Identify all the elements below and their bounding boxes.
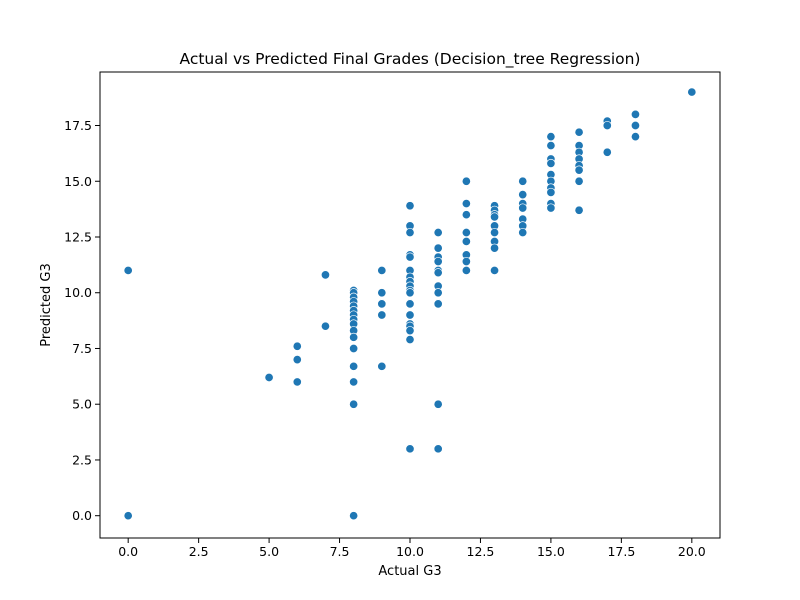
x-tick-label: 10.0 — [396, 544, 424, 559]
data-point — [518, 203, 528, 213]
data-point — [546, 132, 556, 142]
data-point — [377, 288, 387, 298]
data-point — [433, 268, 443, 278]
data-point — [461, 199, 471, 209]
data-point — [461, 265, 471, 275]
data-point — [461, 236, 471, 247]
data-point — [602, 147, 612, 157]
data-point — [489, 265, 500, 275]
plot-area: 0.0 2.5 5.0 7.5 10.0 12.5 15.0 17.5 20.0 0.0 2.5 5… — [64, 71, 721, 559]
y-tick-label: 5.0 — [72, 397, 92, 412]
data-point — [377, 310, 387, 320]
data-point — [546, 203, 556, 213]
x-tick-label: 15.0 — [537, 544, 565, 559]
data-point — [433, 256, 443, 267]
data-point — [602, 120, 612, 131]
data-point — [377, 299, 387, 309]
y-tick-label: 2.5 — [72, 452, 92, 467]
data-point — [349, 399, 359, 409]
data-point — [405, 299, 415, 309]
data-point — [433, 299, 443, 309]
data-point — [489, 243, 500, 253]
data-point — [320, 321, 331, 331]
x-axis-ticks: 0.0 2.5 5.0 7.5 10.0 12.5 15.0 17.5 20.0 — [118, 538, 706, 559]
data-point — [349, 343, 359, 354]
data-point — [461, 256, 471, 267]
data-point — [349, 361, 359, 371]
data-point — [264, 372, 274, 383]
data-point — [123, 265, 133, 275]
x-tick-label: 12.5 — [467, 544, 495, 559]
data-point — [574, 165, 584, 175]
data-point — [574, 176, 584, 186]
data-point — [349, 332, 359, 342]
data-point — [546, 187, 556, 197]
data-point — [292, 341, 302, 351]
data-point — [630, 132, 641, 142]
data-point — [518, 190, 528, 200]
y-axis-label: Predicted G3 — [39, 263, 54, 347]
data-point — [405, 335, 415, 345]
x-tick-label: 2.5 — [189, 544, 209, 559]
data-point — [349, 377, 359, 387]
x-tick-label: 7.5 — [330, 544, 350, 559]
data-point — [405, 326, 415, 336]
data-point — [546, 141, 556, 151]
data-point — [433, 227, 443, 238]
data-point — [461, 210, 471, 220]
y-tick-label: 10.0 — [64, 285, 92, 300]
data-point — [433, 444, 443, 454]
axes-frame — [99, 71, 721, 539]
data-point — [405, 444, 415, 454]
data-point — [320, 270, 331, 280]
data-point — [518, 176, 528, 186]
y-axis-ticks: 0.0 2.5 5.0 7.5 10.0 12.5 15.0 17.5 — [64, 118, 100, 523]
x-tick-label: 20.0 — [678, 544, 706, 559]
data-point — [405, 252, 415, 262]
data-point — [518, 227, 528, 238]
y-tick-label: 0.0 — [72, 508, 92, 523]
data-point — [433, 243, 443, 253]
data-point — [489, 212, 500, 222]
data-point — [574, 205, 584, 215]
data-point — [123, 511, 133, 521]
x-tick-label: 17.5 — [607, 544, 635, 559]
data-point — [574, 127, 584, 137]
x-tick-label: 0.0 — [118, 544, 138, 559]
data-point — [377, 361, 387, 371]
data-point — [405, 288, 415, 298]
y-tick-label: 7.5 — [72, 341, 92, 356]
data-point — [377, 265, 387, 275]
y-tick-label: 12.5 — [64, 229, 92, 244]
data-point — [433, 399, 443, 409]
data-point — [405, 227, 415, 238]
y-tick-label: 17.5 — [64, 118, 92, 133]
data-point — [461, 227, 471, 238]
data-point — [292, 355, 302, 365]
data-point — [292, 377, 302, 387]
data-point — [687, 87, 697, 97]
data-point — [405, 201, 415, 211]
data-point — [546, 158, 556, 168]
data-point — [405, 310, 415, 320]
y-tick-label: 15.0 — [64, 174, 92, 189]
data-point — [433, 288, 443, 298]
x-tick-label: 5.0 — [259, 544, 279, 559]
data-point — [630, 120, 641, 131]
chart-title: Actual vs Predicted Final Grades (Decisi… — [180, 50, 641, 69]
data-point — [489, 227, 500, 238]
data-point — [349, 511, 359, 521]
data-point — [461, 176, 471, 186]
x-axis-label: Actual G3 — [378, 564, 441, 579]
data-point — [630, 109, 641, 119]
data-points — [123, 87, 697, 521]
